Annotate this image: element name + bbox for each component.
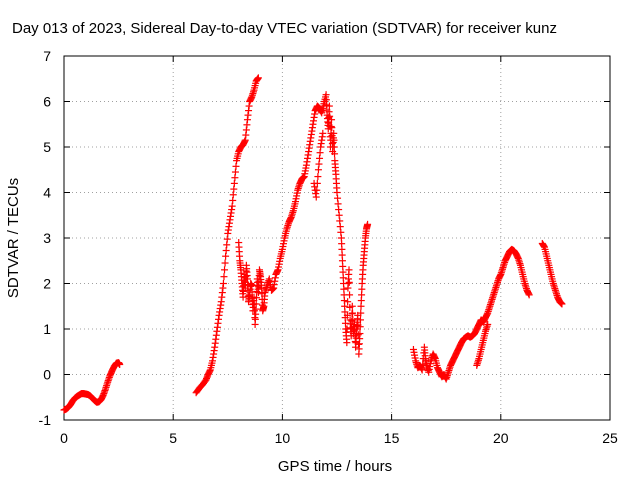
- data-point: [484, 320, 492, 328]
- data-point: [220, 273, 228, 281]
- x-tick-label: 15: [384, 430, 400, 446]
- y-tick-label: 0: [43, 367, 51, 383]
- data-point: [328, 116, 336, 124]
- data-point: [343, 339, 351, 347]
- x-tick-label: 5: [169, 430, 177, 446]
- data-point: [364, 220, 372, 228]
- y-tick-label: 6: [43, 94, 51, 110]
- data-point: [345, 278, 353, 286]
- data-point: [221, 259, 229, 267]
- data-point: [312, 193, 320, 201]
- data-point: [344, 298, 352, 306]
- data-point: [328, 124, 336, 132]
- data-point: [349, 309, 357, 317]
- data-point: [319, 129, 327, 137]
- y-tick-label: -1: [39, 412, 52, 428]
- x-tick-label: 25: [602, 430, 618, 446]
- data-point: [313, 186, 321, 194]
- x-tick-label: 0: [60, 430, 68, 446]
- y-tick-label: 5: [43, 139, 51, 155]
- y-tick-label: 7: [43, 48, 51, 64]
- data-point: [343, 311, 351, 319]
- data-point: [314, 173, 322, 181]
- x-axis-label: GPS time / hours: [278, 458, 392, 475]
- data-point: [252, 294, 260, 302]
- data-point: [357, 309, 365, 317]
- data-point: [116, 360, 124, 368]
- data-point: [356, 316, 364, 324]
- data-point: [313, 179, 321, 187]
- y-tick-label: 2: [43, 276, 51, 292]
- data-point: [219, 280, 227, 287]
- y-tick-label: 4: [43, 185, 51, 201]
- data-point: [346, 291, 354, 299]
- gridlines: [64, 56, 610, 420]
- axis-ticks: 0 5 10 15 20 25 -1 0 1 2 3 4 5 6 7: [39, 48, 618, 446]
- y-tick-label: 1: [43, 321, 51, 337]
- data-point: [356, 323, 364, 331]
- data-point: [221, 266, 229, 274]
- data-points: [60, 74, 566, 414]
- data-point: [349, 316, 357, 324]
- data-point: [325, 102, 333, 110]
- chart-title: Day 013 of 2023, Sidereal Day-to-day VTE…: [12, 20, 557, 37]
- data-point: [525, 291, 533, 299]
- data-point: [251, 307, 259, 315]
- data-point: [356, 330, 364, 338]
- data-point: [330, 136, 338, 144]
- data-point: [558, 300, 566, 308]
- data-point: [345, 266, 353, 274]
- data-point: [331, 150, 339, 158]
- y-tick-label: 3: [43, 230, 51, 246]
- x-tick-label: 10: [275, 430, 291, 446]
- x-tick-label: 20: [493, 430, 509, 446]
- data-point: [254, 74, 262, 82]
- data-point: [252, 300, 260, 308]
- y-axis-label: SDTVAR / TECUs: [5, 178, 22, 298]
- data-point: [354, 331, 362, 339]
- data-point: [330, 143, 338, 151]
- data-point: [348, 302, 356, 310]
- data-point: [330, 129, 338, 137]
